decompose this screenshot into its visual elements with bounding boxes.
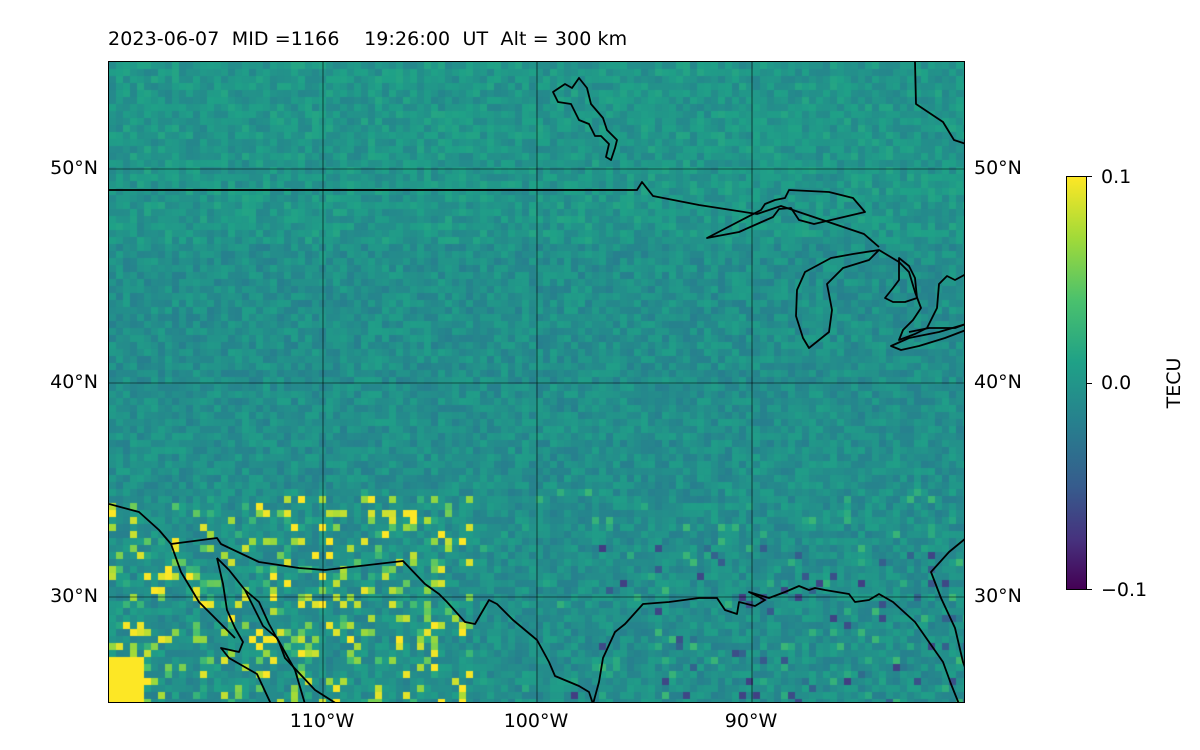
lat-label-right-50: 50°N — [974, 157, 1022, 179]
baja-peninsula — [216, 557, 272, 702]
colorbar-label-min: −0.1 — [1101, 579, 1148, 601]
colorbar-unit-label: TECU — [1163, 357, 1185, 409]
lat-label-right-40: 40°N — [974, 371, 1022, 393]
border-us-mexico — [170, 537, 594, 702]
lon-label-90w: 90°W — [724, 710, 778, 732]
gulf-coast — [592, 585, 960, 702]
lake-ontario — [908, 323, 964, 333]
lake-huron — [878, 249, 964, 341]
colorbar-tick-top — [1087, 176, 1092, 177]
figure-title: 2023-06-07 MID =1166 19:26:00 UT Alt = 3… — [108, 28, 627, 50]
lat-label-left-40: 40°N — [50, 371, 98, 393]
florida-coast — [930, 538, 964, 668]
pacific-coast — [109, 503, 236, 639]
colorbar — [1066, 176, 1087, 590]
title-time: 19:26:00 — [364, 28, 451, 50]
colorbar-label-max: 0.1 — [1101, 166, 1132, 188]
lat-label-left-50: 50°N — [50, 157, 98, 179]
coastlines — [109, 62, 964, 702]
gulf-of-california — [216, 557, 306, 702]
lake-michigan — [795, 249, 880, 349]
ne-coast — [914, 62, 964, 145]
colorbar-tick-mid — [1087, 383, 1092, 384]
colorbar-label-zero: 0.0 — [1101, 372, 1132, 394]
lon-label-100w: 100°W — [503, 710, 569, 732]
graticule — [109, 62, 964, 702]
lat-label-left-30: 30°N — [50, 585, 98, 607]
lake-superior — [706, 189, 866, 239]
title-mid: MID =1166 — [231, 28, 340, 50]
border-us-canada — [109, 181, 880, 248]
title-alt: Alt = 300 km — [500, 28, 628, 50]
hudson-bay-coast — [552, 77, 618, 161]
lon-label-110w: 110°W — [289, 710, 355, 732]
mainland-mexico-west — [244, 589, 336, 702]
title-ut: UT — [462, 28, 489, 50]
map-overlay — [109, 62, 964, 702]
lake-huron-east — [884, 257, 918, 303]
lake-erie — [890, 323, 964, 351]
map-frame — [108, 61, 965, 703]
title-date: 2023-06-07 — [108, 28, 220, 50]
colorbar-tick-bottom — [1087, 589, 1092, 590]
lat-label-right-30: 30°N — [974, 585, 1022, 607]
